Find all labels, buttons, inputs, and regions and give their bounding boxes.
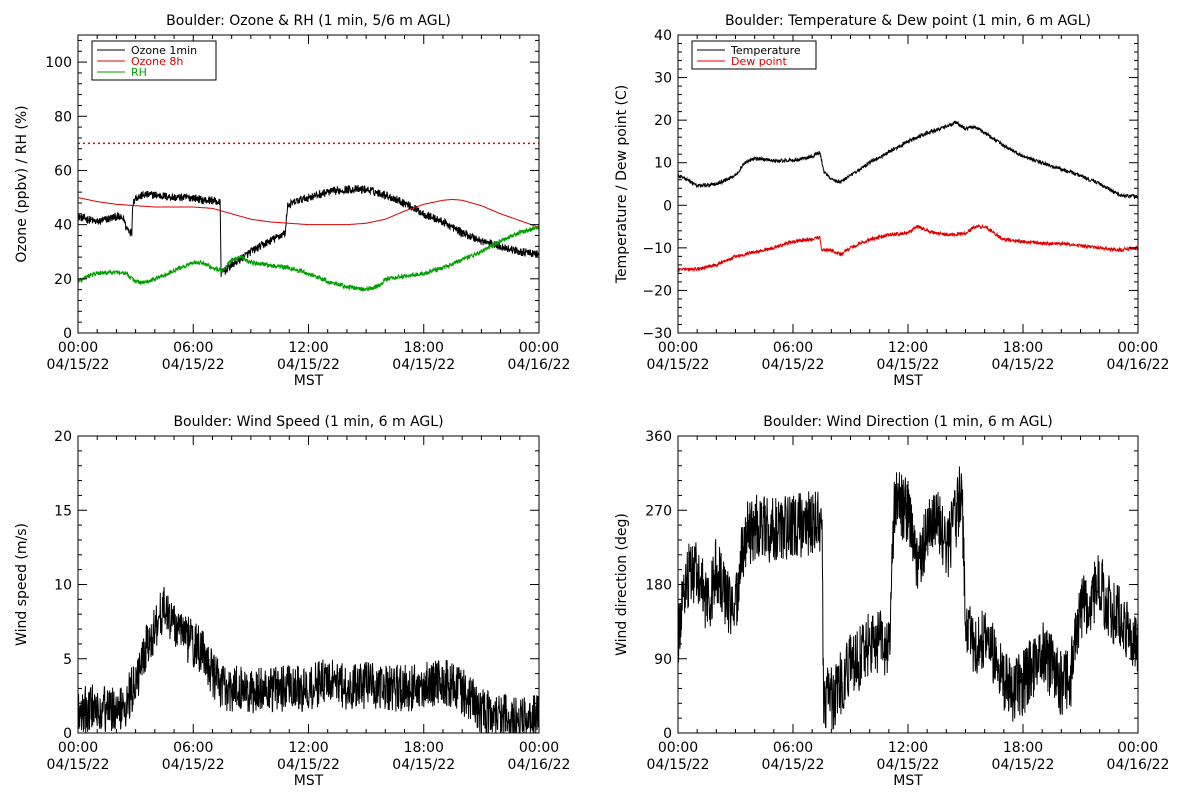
x-tick-label-date: 04/15/22 [162,757,225,773]
chart-title: Boulder: Wind Speed (1 min, 6 m AGL) [173,414,443,430]
series-line-1 [78,184,539,278]
y-tick-label: 10 [54,578,72,594]
x-tick-label-date: 04/15/22 [47,757,110,773]
chart-1: Boulder: Ozone & RH (1 min, 5/6 m AGL) 0 2… [14,13,570,389]
y-tick-label: 360 [645,429,672,445]
legend-label: RH [131,66,147,79]
y-axis-label: Wind direction (deg) [614,513,630,656]
y-tick-label: 20 [654,113,672,129]
y-tick-label: 180 [645,578,672,594]
y-tick-label: −20 [642,283,672,299]
y-tick-label: 0 [663,198,672,214]
chart-4: Boulder: Wind Direction (1 min, 6 m AGL)… [614,414,1169,789]
x-tick-label-date: 04/15/22 [392,757,455,773]
y-axis-label: Wind speed (m/s) [14,523,30,646]
x-tick-label-date: 04/15/22 [647,757,710,773]
x-tick-label-time: 06:00 [773,740,813,756]
y-tick-label: 270 [645,503,672,519]
x-tick-label-date: 04/15/22 [877,757,940,773]
legend-label: Ozone 1min [131,44,197,57]
x-tick-label-time: 12:00 [888,340,928,356]
legend-label: Ozone 8h [131,55,183,68]
y-tick-label: 5 [63,652,72,668]
y-tick-label: 40 [54,218,72,234]
x-tick-label-date: 04/15/22 [647,357,710,373]
x-tick-label-time: 06:00 [173,340,213,356]
x-tick-label-time: 18:00 [404,340,444,356]
x-tick-label-date: 04/15/22 [47,357,110,373]
y-axis-label: Ozone (ppbv) / RH (%) [14,105,30,262]
x-tick-label-time: 00:00 [58,740,98,756]
y-tick-label: 90 [654,652,672,668]
x-axis-label: MST [893,373,923,389]
x-tick-label-date: 04/15/22 [277,357,340,373]
x-tick-label-date: 04/15/22 [762,357,825,373]
x-tick-label-time: 00:00 [1118,740,1158,756]
x-tick-label-time: 06:00 [773,340,813,356]
y-tick-label: −30 [642,326,672,342]
series-line-1 [78,587,539,733]
y-tick-label: 0 [63,726,72,742]
y-tick-label: 80 [54,109,72,125]
x-tick-label-date: 04/16/22 [508,757,571,773]
x-tick-label-time: 06:00 [173,740,213,756]
y-axis-label: Temperature / Dew point (C) [614,85,630,284]
x-tick-label-date: 04/15/22 [277,757,340,773]
x-axis-label: MST [294,373,324,389]
x-tick-label-time: 12:00 [288,740,328,756]
chart-title: Boulder: Temperature & Dew point (1 min,… [725,13,1091,29]
x-tick-label-date: 04/15/22 [992,357,1055,373]
x-tick-label-date: 04/15/22 [162,357,225,373]
plot-frame [677,34,1139,334]
x-tick-label-time: 12:00 [888,740,928,756]
chart-2: Boulder: Temperature & Dew point (1 min,… [614,13,1169,389]
y-tick-label: 100 [45,55,72,71]
y-tick-label: −10 [642,241,672,257]
x-tick-label-time: 00:00 [58,340,98,356]
chart-3: Boulder: Wind Speed (1 min, 6 m AGL) 0 5 10… [14,414,570,789]
x-tick-label-time: 00:00 [519,740,559,756]
y-tick-label: 0 [63,326,72,342]
x-tick-label-date: 04/15/22 [392,357,455,373]
x-tick-label-time: 00:00 [519,340,559,356]
x-axis-label: MST [294,773,324,789]
series-line-1 [678,120,1138,200]
x-tick-label-time: 00:00 [1118,340,1158,356]
x-tick-label-date: 04/15/22 [877,357,940,373]
x-tick-label-date: 04/16/22 [1107,357,1170,373]
legend-label: Dew point [731,55,787,68]
x-tick-label-time: 18:00 [1003,740,1043,756]
x-axis-label: MST [893,773,923,789]
y-tick-label: 10 [654,156,672,172]
chart-title: Boulder: Ozone & RH (1 min, 5/6 m AGL) [166,13,451,29]
chart-title: Boulder: Wind Direction (1 min, 6 m AGL) [763,414,1052,430]
x-tick-label-date: 04/16/22 [1107,757,1170,773]
x-tick-label-time: 00:00 [658,740,698,756]
x-tick-label-date: 04/15/22 [992,757,1055,773]
x-tick-label-time: 12:00 [288,340,328,356]
x-tick-label-time: 00:00 [658,340,698,356]
y-tick-label: 60 [54,163,72,179]
legend-box [691,40,817,70]
series-line-3 [78,224,539,292]
legend-label: Temperature [730,44,801,57]
y-tick-label: 20 [54,272,72,288]
x-tick-label-time: 18:00 [1003,340,1043,356]
y-tick-label: 30 [654,71,672,87]
y-tick-label: 0 [663,726,672,742]
y-tick-label: 40 [654,28,672,44]
series-line-2 [78,197,539,228]
x-tick-label-time: 18:00 [404,740,444,756]
y-tick-label: 20 [54,429,72,445]
y-tick-label: 15 [54,503,72,519]
series-line-2 [678,223,1138,273]
x-tick-label-date: 04/15/22 [762,757,825,773]
series-line-1 [678,466,1138,730]
x-tick-label-date: 04/16/22 [508,357,571,373]
